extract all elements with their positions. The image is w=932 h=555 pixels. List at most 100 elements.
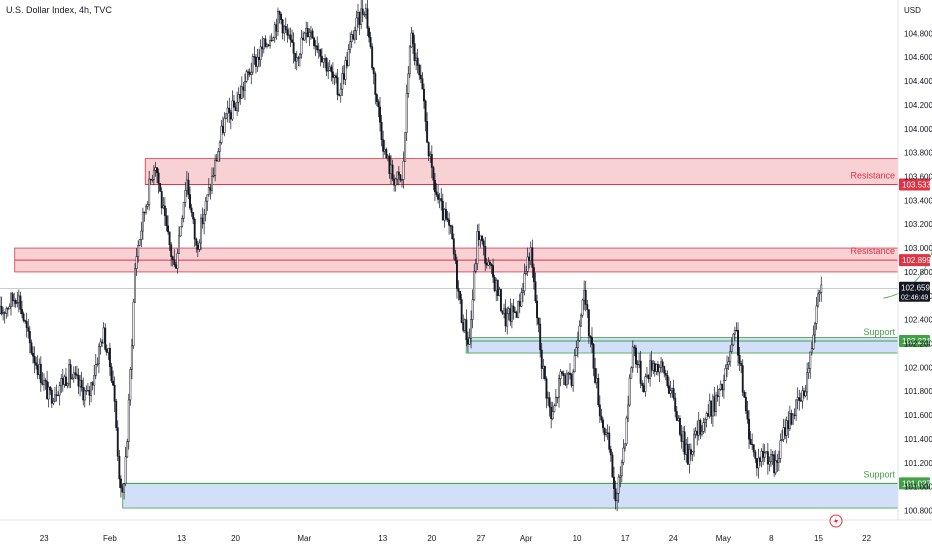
candle-body <box>713 396 716 412</box>
candle-body <box>402 160 405 180</box>
candle-body <box>265 44 268 47</box>
candle-body <box>741 365 744 393</box>
candle-body <box>141 211 144 232</box>
candle-body <box>455 260 458 289</box>
candle-body <box>35 362 38 366</box>
candle-body <box>305 28 308 34</box>
candle-body <box>75 374 78 376</box>
resistance-zone <box>144 158 899 185</box>
projection-arrow <box>883 250 932 299</box>
candle-body <box>0 305 3 315</box>
candle-body <box>781 439 783 441</box>
candle-body <box>272 37 275 41</box>
alert-icon[interactable] <box>829 514 843 528</box>
candle-body <box>234 106 237 111</box>
candle-body <box>415 57 418 62</box>
time-tick-label: Mar <box>297 534 311 543</box>
candle-body <box>718 389 721 397</box>
candle-body <box>248 71 251 75</box>
candle-body <box>631 346 634 369</box>
candle-body <box>735 329 738 332</box>
candle-body <box>609 449 612 456</box>
symbol-title: U.S. Dollar Index, 4h, TVC <box>6 5 112 15</box>
candle-body <box>253 56 256 58</box>
candle-body <box>322 58 325 63</box>
candle-body <box>567 372 570 375</box>
candle-body <box>671 388 674 391</box>
price-tick-label: 102.200 <box>904 339 932 348</box>
candle-body <box>711 396 714 417</box>
candle-body <box>468 337 471 345</box>
candle-body <box>214 159 217 176</box>
candle-body <box>163 205 166 216</box>
candle-body <box>297 57 300 59</box>
candle-body <box>678 417 681 435</box>
candle-body <box>653 363 656 372</box>
candle-body <box>520 292 523 307</box>
candle-body <box>661 361 664 367</box>
candle-body <box>693 433 696 453</box>
resistance-zone-label: Resistance <box>850 246 895 256</box>
candle-body <box>69 364 72 380</box>
candle-body <box>336 77 339 95</box>
candle-body <box>751 443 754 446</box>
candle-body <box>412 32 414 44</box>
candle-body <box>165 215 168 227</box>
candle-body <box>162 205 165 209</box>
candle-body <box>465 319 468 340</box>
candle-body <box>796 397 799 401</box>
candle-body <box>785 420 788 436</box>
candle-body <box>792 414 794 425</box>
candle-body <box>788 413 791 429</box>
candle-body <box>771 454 774 456</box>
candle-body <box>377 101 380 108</box>
candle-body <box>806 372 809 393</box>
current-price-label: 102.659 <box>901 284 930 293</box>
price-tick-label: 103.600 <box>904 173 932 182</box>
candle-body <box>638 360 641 365</box>
candle-body <box>495 280 498 292</box>
price-tick-label: 101.400 <box>904 435 932 444</box>
candle-body <box>639 360 642 384</box>
time-axis[interactable]: 23 Feb 13 20 Mar 13 20 27 Apr 10 17 24 May 8 15 22 <box>0 519 932 543</box>
candle-body <box>448 219 451 226</box>
support-price-tag-label: 102.221 <box>902 337 931 346</box>
candle-body <box>754 451 757 459</box>
candle-body <box>339 88 342 96</box>
current-price-tag <box>899 281 930 302</box>
candle-body <box>704 419 707 423</box>
candle-body <box>473 270 476 301</box>
candle-body <box>721 383 724 391</box>
candle-body <box>317 49 320 51</box>
candle-body <box>309 30 312 33</box>
candle-body <box>250 71 253 75</box>
candle-body <box>624 443 626 449</box>
candle-body <box>523 273 526 292</box>
candle-body <box>390 164 392 174</box>
candle-body <box>264 38 267 47</box>
candle-body <box>521 290 524 294</box>
candle-body <box>149 178 152 181</box>
candle-body <box>372 67 375 75</box>
candle-body <box>212 175 215 177</box>
candle-body <box>562 373 565 376</box>
price-axis[interactable]: 100.800 101.000 101.200 101.400 101.600 101.8… <box>897 0 932 520</box>
candle-body <box>540 349 543 369</box>
projection-arrow-layer <box>883 250 932 299</box>
candle-body <box>2 312 5 315</box>
candle-body <box>614 488 617 502</box>
candle-body <box>101 341 104 344</box>
time-tick-label: 15 <box>814 534 823 543</box>
candle-body <box>437 194 440 200</box>
candle-body <box>195 238 198 246</box>
candle-body <box>815 305 818 324</box>
candle-body <box>262 38 265 50</box>
candle-body <box>818 292 821 295</box>
candle-body <box>443 209 446 221</box>
candle-body <box>617 476 620 494</box>
candle-body <box>17 295 20 303</box>
candle-body <box>482 240 485 247</box>
candle-body <box>740 363 743 366</box>
candle-body <box>804 391 807 397</box>
